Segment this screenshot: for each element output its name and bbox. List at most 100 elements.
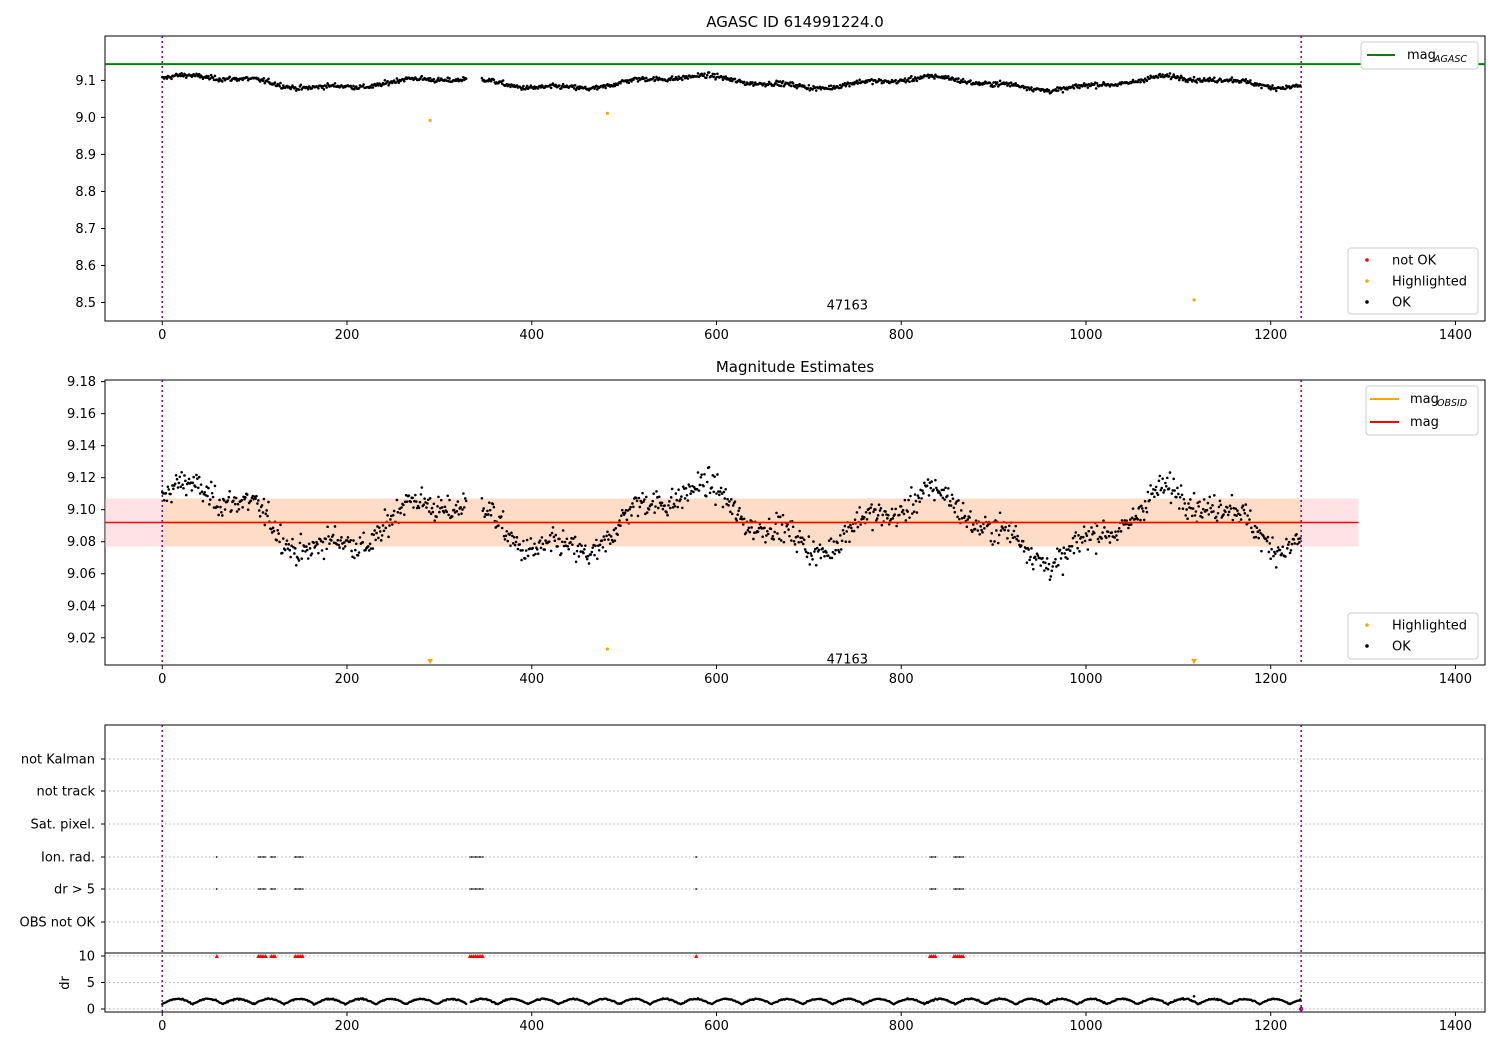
ok-point — [719, 486, 723, 490]
ok-point — [971, 523, 975, 526]
ok-point — [702, 74, 705, 78]
ok-point — [1248, 518, 1251, 521]
ok-point — [601, 546, 605, 549]
ok-point — [737, 509, 740, 513]
ok-point — [427, 510, 431, 513]
ok-point — [856, 525, 860, 529]
ok-point — [1249, 79, 1252, 82]
ok-point — [910, 486, 913, 489]
ok-point — [696, 471, 700, 474]
ok-point — [940, 488, 944, 492]
ok-point — [942, 488, 946, 492]
ok-point — [290, 544, 293, 548]
legend-label: mag — [1410, 415, 1439, 430]
ok-point — [426, 498, 430, 502]
ok-point — [1197, 505, 1200, 508]
ok-point — [353, 556, 356, 560]
ok-point — [573, 84, 577, 87]
ok-point — [548, 533, 552, 537]
ok-point — [1245, 522, 1248, 526]
ok-point — [837, 548, 840, 552]
ok-point — [668, 500, 671, 503]
ok-point — [526, 554, 530, 558]
ok-point — [292, 545, 295, 549]
ok-point — [961, 77, 965, 81]
ok-point — [560, 540, 564, 544]
ok-point — [667, 504, 670, 507]
ok-point — [392, 509, 396, 513]
ok-point — [296, 557, 300, 560]
ok-point — [273, 81, 277, 84]
ok-point — [1256, 530, 1260, 534]
ok-point — [199, 483, 203, 486]
ok-point — [803, 548, 807, 551]
ok-point — [558, 537, 561, 541]
ok-point — [354, 85, 358, 88]
ok-point — [697, 489, 701, 492]
ok-point — [871, 528, 874, 532]
ok-point — [908, 80, 911, 84]
ok-point — [1239, 518, 1243, 521]
dr-y-tick-label: 5 — [87, 976, 95, 991]
ok-point — [727, 504, 730, 507]
ok-point — [915, 511, 919, 514]
ok-point — [374, 538, 377, 542]
ok-point — [915, 79, 919, 83]
panel-agasc: AGASC ID 614991224.0 0 200 400 600 800 1000 12… — [75, 13, 1486, 343]
ok-point — [483, 515, 486, 519]
ok-point — [1175, 495, 1178, 499]
ok-point — [908, 516, 911, 519]
ok-point — [1276, 546, 1280, 549]
ok-point — [1056, 89, 1060, 92]
ok-point — [765, 529, 769, 533]
ok-point — [969, 510, 972, 513]
ok-point — [558, 84, 561, 87]
ok-point — [349, 538, 353, 542]
ok-point — [584, 544, 587, 547]
ok-point — [1226, 513, 1230, 517]
ok-point — [703, 72, 706, 76]
ok-point — [946, 494, 949, 498]
ok-point — [1071, 536, 1075, 540]
ok-point — [1017, 539, 1020, 543]
ok-point — [325, 547, 328, 551]
flag-event-point — [259, 856, 262, 858]
ok-point — [1286, 543, 1290, 546]
ok-point — [1086, 548, 1090, 551]
flag-event-point — [958, 888, 961, 890]
ok-point — [1047, 562, 1051, 566]
ok-point — [267, 500, 270, 504]
ok-point — [802, 538, 806, 542]
ok-point — [183, 474, 186, 477]
ok-point — [383, 508, 387, 511]
ok-point — [551, 526, 555, 529]
flag-event-point — [962, 856, 965, 858]
ok-point — [812, 540, 815, 543]
y-tick-label: 9.16 — [67, 407, 96, 422]
ok-point — [672, 502, 676, 506]
ok-point — [1219, 78, 1223, 81]
ok-point — [420, 486, 424, 489]
flag-event-point — [294, 888, 297, 890]
ok-point — [362, 531, 365, 535]
ok-point — [680, 495, 683, 498]
ok-point — [200, 490, 204, 493]
ok-point — [836, 541, 839, 545]
ok-point — [655, 490, 658, 493]
ok-point — [1076, 546, 1079, 550]
ok-point — [1260, 86, 1263, 90]
ok-point — [1208, 76, 1212, 80]
ok-point — [793, 543, 797, 546]
ok-point — [569, 540, 572, 544]
ok-point — [831, 550, 835, 554]
ok-point — [875, 517, 879, 520]
ok-point — [981, 531, 984, 534]
ok-point — [753, 81, 757, 84]
ok-point — [245, 493, 249, 496]
ok-point — [848, 540, 851, 544]
ok-point — [437, 76, 440, 80]
ok-point — [798, 529, 801, 533]
ok-point — [543, 548, 546, 551]
ok-point — [1077, 534, 1080, 537]
ok-point — [173, 482, 177, 486]
